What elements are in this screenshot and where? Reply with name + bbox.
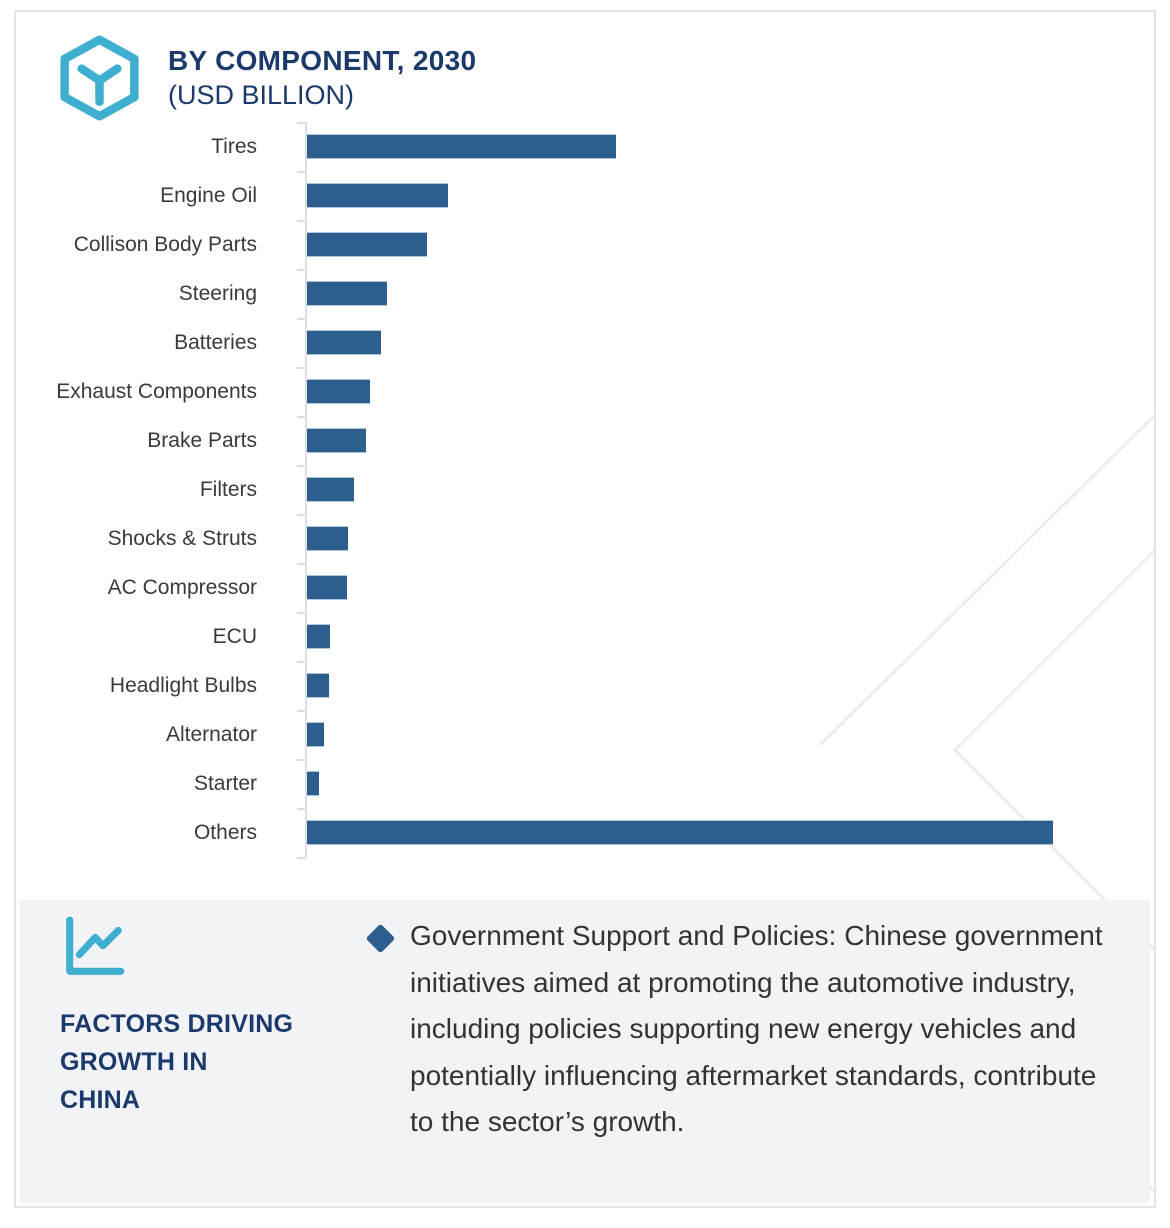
bar-track xyxy=(307,624,1116,649)
factors-heading: FACTORS DRIVING GROWTH IN CHINA xyxy=(60,1010,294,1114)
axis-tick xyxy=(297,710,306,712)
bar xyxy=(307,330,381,355)
bar-track xyxy=(307,281,1116,306)
bar-track xyxy=(307,134,1116,159)
chart-row: Tires xyxy=(16,122,1116,171)
category-label: Collison Body Parts xyxy=(73,232,257,256)
category-label: Filters xyxy=(199,477,257,501)
chart-row: Shocks & Struts xyxy=(16,514,1116,563)
diamond-bullet-icon xyxy=(365,923,396,954)
chart-row: AC Compressor xyxy=(16,563,1116,612)
category-label: ECU xyxy=(212,624,257,648)
axis-tick xyxy=(297,269,306,271)
category-label: Steering xyxy=(178,281,257,305)
chart-row: Others xyxy=(16,808,1116,857)
category-label: Alternator xyxy=(165,722,257,746)
chart-row: Batteries xyxy=(16,318,1116,367)
bar-track xyxy=(307,820,1116,845)
axis-tick xyxy=(297,808,306,810)
chart-row: Starter xyxy=(16,759,1116,808)
chart-row: Engine Oil xyxy=(16,171,1116,220)
axis-tick xyxy=(297,857,306,859)
axis-tick xyxy=(297,612,306,614)
axis-tick xyxy=(297,661,306,663)
bar-track xyxy=(307,477,1116,502)
chart-header: BY COMPONENT, 2030 (USD BILLION) xyxy=(168,44,476,112)
bar-chart: Tires Engine Oil Collison Body Parts Steeri… xyxy=(16,122,1116,857)
axis-tick xyxy=(297,465,306,467)
bar xyxy=(307,232,427,257)
axis-tick xyxy=(297,367,306,369)
card-content: BY COMPONENT, 2030 (USD BILLION) Tires En… xyxy=(16,12,1154,1206)
bar xyxy=(307,624,330,649)
axis-tick xyxy=(297,220,306,222)
bar xyxy=(307,379,370,404)
bar-track xyxy=(307,575,1116,600)
category-label: Engine Oil xyxy=(160,183,257,207)
axis-tick xyxy=(297,514,306,516)
bar-track xyxy=(307,330,1116,355)
bar-track xyxy=(307,526,1116,551)
chart-row: Filters xyxy=(16,465,1116,514)
line-chart-icon xyxy=(66,916,125,975)
axis-tick xyxy=(297,563,306,565)
category-label: Headlight Bulbs xyxy=(109,673,257,697)
axis-tick xyxy=(297,759,306,761)
bar xyxy=(307,820,1053,845)
chart-title: BY COMPONENT, 2030 xyxy=(168,45,477,76)
factors-panel: FACTORS DRIVING GROWTH IN CHINA Governme… xyxy=(20,900,1150,1203)
card: BY COMPONENT, 2030 (USD BILLION) Tires En… xyxy=(14,10,1156,1208)
bar xyxy=(307,771,319,796)
bar-track xyxy=(307,183,1116,208)
bar xyxy=(307,477,354,502)
category-label: Batteries xyxy=(174,330,257,354)
category-label: Starter xyxy=(193,771,257,795)
bar-track xyxy=(307,379,1116,404)
category-label: Brake Parts xyxy=(147,428,257,452)
category-label: Shocks & Struts xyxy=(107,526,257,550)
bar xyxy=(307,526,348,551)
category-label: Exhaust Components xyxy=(56,379,257,403)
bar-track xyxy=(307,771,1116,796)
category-label: AC Compressor xyxy=(107,575,257,599)
bar xyxy=(307,673,329,698)
category-label: Others xyxy=(193,820,257,844)
axis-tick xyxy=(297,416,306,418)
bar xyxy=(307,428,366,453)
chart-row: Exhaust Components xyxy=(16,367,1116,416)
bar-track xyxy=(307,722,1116,747)
chart-row: Alternator xyxy=(16,710,1116,759)
bar-track xyxy=(307,428,1116,453)
hexagon-component-icon xyxy=(60,35,139,121)
axis-tick xyxy=(297,122,306,124)
factors-bullet-text: Government Support and Policies: Chinese… xyxy=(410,920,1103,1137)
axis-tick xyxy=(297,171,306,173)
chart-subtitle: (USD BILLION) xyxy=(168,80,355,110)
bar xyxy=(307,722,324,747)
axis-tick xyxy=(297,318,306,320)
bar xyxy=(307,281,387,306)
chart-row: Headlight Bulbs xyxy=(16,661,1116,710)
y-axis-line xyxy=(305,122,307,859)
chart-row: Brake Parts xyxy=(16,416,1116,465)
bar-track xyxy=(307,232,1116,257)
category-label: Tires xyxy=(211,134,257,158)
bar-track xyxy=(307,673,1116,698)
bar xyxy=(307,575,347,600)
bar xyxy=(307,183,448,208)
chart-row: Steering xyxy=(16,269,1116,318)
chart-row: Collison Body Parts xyxy=(16,220,1116,269)
chart-row: ECU xyxy=(16,612,1116,661)
bar xyxy=(307,134,616,159)
